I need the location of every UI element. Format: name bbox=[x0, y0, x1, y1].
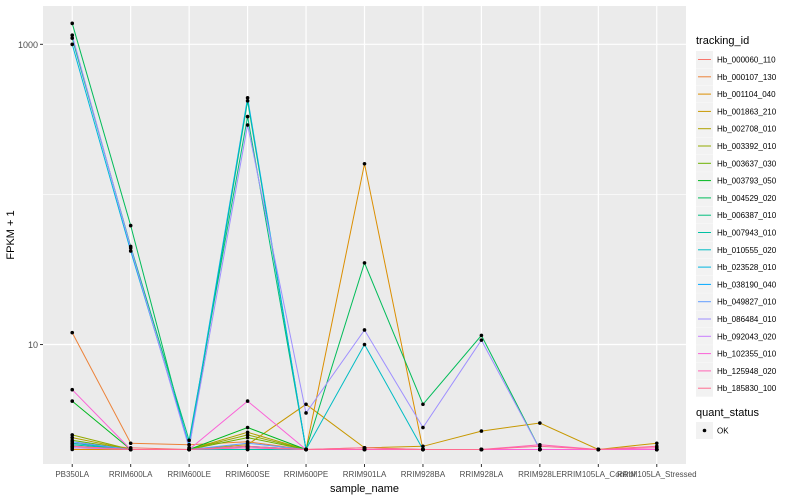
data-point bbox=[187, 438, 191, 443]
data-point bbox=[128, 246, 133, 250]
data-point bbox=[70, 439, 75, 444]
legend-series-label: Hb_003637_030 bbox=[717, 159, 777, 168]
data-point bbox=[70, 21, 75, 26]
legend-series-label: Hb_023528_010 bbox=[717, 263, 777, 272]
legend: tracking_id quant_status Hb_000060_110 Hb… bbox=[696, 35, 777, 439]
data-point bbox=[128, 447, 133, 452]
x-tick-label: RRIM928BA bbox=[401, 470, 446, 479]
legend-shape-label: OK bbox=[717, 427, 729, 436]
data-point bbox=[70, 399, 75, 403]
legend-series-label: Hb_006387_010 bbox=[717, 211, 777, 220]
data-point bbox=[128, 249, 133, 253]
legend-series-label: Hb_010555_020 bbox=[717, 246, 777, 255]
data-point bbox=[245, 399, 250, 403]
data-point bbox=[70, 42, 75, 47]
data-point bbox=[187, 447, 191, 452]
x-tick-label: PB350LA bbox=[55, 470, 89, 479]
data-point bbox=[304, 411, 308, 415]
legend-series-label: Hb_002708_010 bbox=[717, 125, 777, 134]
data-point bbox=[479, 447, 484, 452]
data-points bbox=[70, 21, 659, 452]
data-point bbox=[128, 223, 133, 228]
data-point bbox=[538, 421, 542, 425]
data-point bbox=[596, 447, 601, 452]
data-point bbox=[128, 441, 133, 446]
data-point bbox=[245, 444, 250, 449]
data-point bbox=[70, 387, 75, 392]
legend-series-label: Hb_102355_010 bbox=[717, 350, 777, 359]
data-point bbox=[479, 333, 484, 338]
x-tick-label: RRIM901LA bbox=[343, 470, 387, 479]
legend-series-label: Hb_000107_130 bbox=[717, 73, 777, 82]
data-point bbox=[421, 444, 425, 449]
data-point bbox=[362, 161, 367, 166]
data-point bbox=[70, 433, 75, 437]
x-tick-label: RRIM928LA bbox=[460, 470, 504, 479]
legend-series-label: Hb_086484_010 bbox=[717, 315, 777, 324]
data-point bbox=[70, 435, 75, 440]
data-point bbox=[245, 96, 250, 100]
legend-color-title: tracking_id bbox=[696, 35, 749, 47]
data-point bbox=[362, 328, 367, 332]
data-point bbox=[245, 441, 250, 446]
x-tick-label: RRIM105LA_Control bbox=[561, 470, 635, 479]
data-point bbox=[70, 330, 75, 335]
x-tick-label: RRIM600SE bbox=[225, 470, 269, 479]
legend-shape-title: quant_status bbox=[696, 407, 759, 419]
data-point bbox=[70, 36, 75, 40]
data-point bbox=[245, 425, 250, 430]
x-tick-label: RRIM928LE bbox=[518, 470, 562, 479]
y-tick-label: 10 bbox=[28, 340, 38, 350]
axes: 10 1000 PB350LA RRIM600LA RRIM600LE RRIM600SE… bbox=[18, 40, 697, 479]
legend-series-label: Hb_125948_020 bbox=[717, 367, 777, 376]
data-point bbox=[245, 430, 250, 435]
legend-series-label: Hb_049827_010 bbox=[717, 298, 777, 307]
x-tick-label: RRIM600PE bbox=[284, 470, 328, 479]
legend-series-label: Hb_007943_010 bbox=[717, 229, 777, 238]
x-axis-title: sample_name bbox=[330, 483, 399, 495]
data-point bbox=[70, 33, 75, 38]
x-tick-label: RRIM600LA bbox=[109, 470, 153, 479]
data-point bbox=[245, 114, 250, 119]
data-point bbox=[70, 444, 75, 449]
data-point bbox=[362, 261, 367, 265]
legend-series-label: Hb_000060_110 bbox=[717, 56, 776, 65]
x-tick-label: RRIM600LE bbox=[167, 470, 211, 479]
data-point bbox=[245, 123, 250, 127]
legend-series-label: Hb_004529_020 bbox=[717, 194, 777, 203]
legend-series-label: Hb_185830_100 bbox=[717, 384, 777, 393]
data-point bbox=[538, 447, 542, 452]
data-point bbox=[654, 444, 659, 449]
data-point bbox=[245, 433, 250, 437]
data-point bbox=[362, 446, 367, 450]
y-tick-label: 1000 bbox=[18, 40, 38, 50]
data-point bbox=[479, 429, 484, 433]
data-point bbox=[421, 447, 425, 452]
data-point bbox=[479, 338, 484, 342]
data-point bbox=[304, 402, 308, 407]
data-point bbox=[362, 342, 367, 347]
data-point bbox=[245, 435, 250, 440]
data-point bbox=[654, 441, 659, 446]
legend-series-label: Hb_092043_020 bbox=[717, 332, 777, 341]
data-point bbox=[421, 402, 425, 407]
y-axis-title: FPKM + 1 bbox=[5, 210, 17, 259]
data-point bbox=[245, 99, 250, 103]
legend-series-label: Hb_038190_040 bbox=[717, 280, 777, 289]
legend-series-label: Hb_001863_210 bbox=[717, 107, 777, 116]
data-point bbox=[304, 447, 308, 452]
x-tick-label: RRIM105LA_Stressed bbox=[617, 470, 697, 479]
legend-point-swatch bbox=[702, 428, 707, 433]
legend-series-label: Hb_003392_010 bbox=[717, 142, 777, 151]
data-point bbox=[421, 425, 425, 430]
data-point bbox=[538, 444, 542, 449]
data-point bbox=[187, 442, 191, 447]
legend-series-label: Hb_001104_040 bbox=[717, 90, 776, 99]
legend-series-label: Hb_003793_050 bbox=[717, 177, 777, 186]
